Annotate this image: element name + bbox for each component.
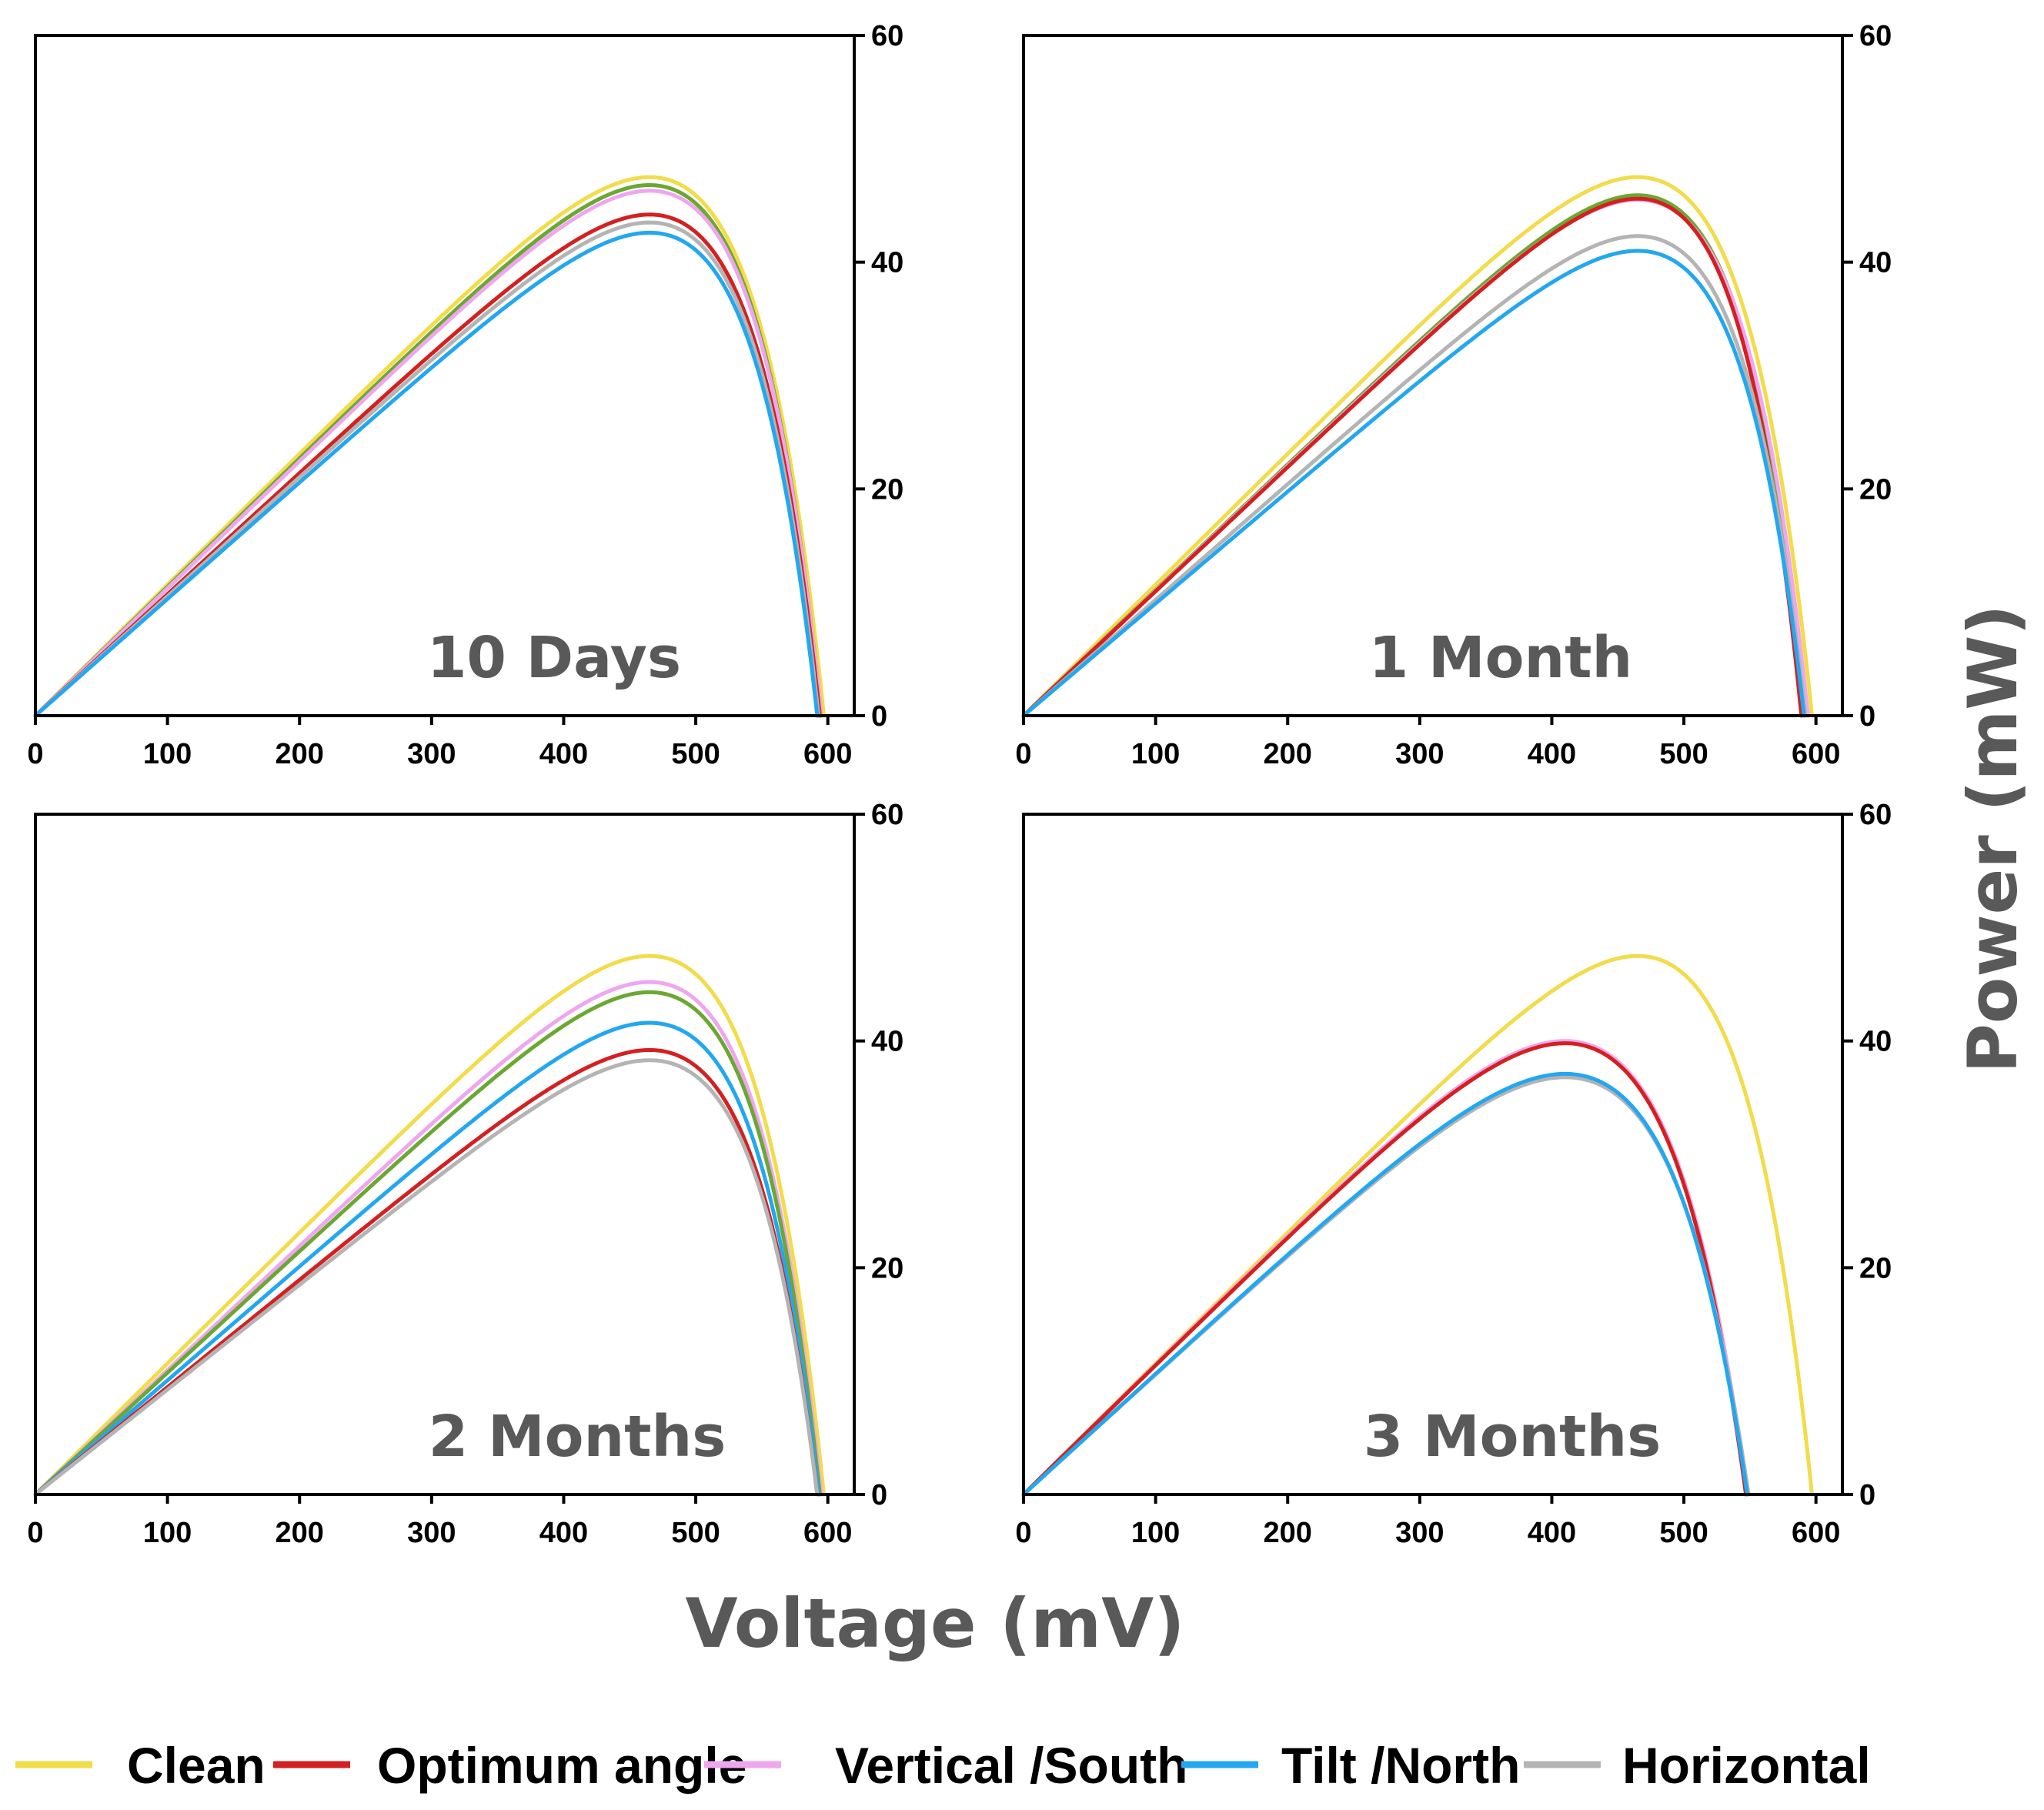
y-tick-label: 40 [1859,1026,1892,1058]
series-line-tilt-north [33,230,820,718]
legend-label: Vertical /South [835,1737,1187,1794]
y-tick-label: 60 [1859,20,1892,52]
legend-label: Clean [127,1737,266,1794]
x-tick-label: 500 [671,1517,720,1549]
panel-label: 2 Months [429,1404,726,1470]
x-tick-label: 500 [1659,738,1708,770]
x-tick-label: 200 [276,738,324,770]
series-line-unlabeled [33,990,822,1497]
x-tick-label: 400 [539,1517,588,1549]
y-tick-label: 60 [871,20,903,52]
y-tick-label: 20 [1859,473,1892,506]
y-axis-title: Power (mW) [1953,604,2032,1073]
x-tick-label: 0 [1015,1517,1031,1549]
x-tick-label: 200 [276,1517,324,1549]
series-line-horizontal [33,220,821,718]
x-tick-label: 600 [1792,738,1840,770]
legend-label: Tilt /North [1281,1737,1520,1794]
x-tick-label: 0 [27,1517,43,1549]
y-tick-label: 20 [871,473,903,506]
x-tick-label: 300 [1395,738,1444,770]
series-line-tilt-north [1021,1071,1749,1497]
x-tick-label: 400 [1528,738,1576,770]
panel-label: 10 Days [427,625,681,691]
y-tick-label: 20 [1859,1252,1892,1284]
series-line-tilt-north [1021,249,1806,718]
x-tick-label: 300 [1395,1517,1444,1549]
plot-frame [1022,813,1844,1496]
x-tick-label: 0 [27,738,43,770]
y-tick-label: 0 [871,1479,887,1511]
panel-4: 0 100 200 300 400 500 600 0 20 40 60 3 Months [1015,799,1892,1549]
legend-label: Optimum angle [377,1737,746,1794]
x-tick-label: 400 [1528,1517,1576,1549]
series-line-tilt-north [33,1020,821,1497]
panel-1: 0 100 200 300 400 500 600 0 20 40 60 10 Days [27,20,903,770]
y-tick-label: 40 [1859,247,1892,279]
plot-frame [1022,34,1844,717]
y-tick-label: 60 [871,799,903,831]
y-tick-label: 40 [871,1026,903,1058]
x-tick-label: 500 [671,738,720,770]
panel-label: 1 Month [1369,625,1632,691]
series-line-vertical-south [33,980,823,1497]
x-tick-label: 600 [803,738,852,770]
x-tick-label: 300 [407,1517,456,1549]
series-line-optimum-angle [1021,196,1804,718]
x-tick-label: 200 [1264,1517,1312,1549]
x-tick-label: 100 [1131,738,1180,770]
x-tick-label: 500 [1659,1517,1708,1549]
legend-item-tilt-north: Tilt /North [1181,1737,1520,1794]
panel-3: 0 100 200 300 400 500 600 0 20 40 60 2 Months [27,799,903,1549]
x-tick-label: 300 [407,738,456,770]
y-tick-label: 0 [1859,700,1875,733]
panel-2: 0 100 200 300 400 500 600 0 20 40 60 1 Month [1015,20,1892,770]
x-tick-label: 0 [1015,738,1031,770]
series-line-optimum-angle [1021,1041,1748,1497]
y-tick-label: 20 [871,1252,903,1284]
x-tick-label: 600 [803,1517,852,1549]
series-line-clean [1021,175,1814,718]
series-line-horizontal [1021,234,1808,718]
x-tick-label: 200 [1264,738,1312,770]
legend-item-clean: Clean [15,1737,266,1794]
x-tick-label: 100 [1131,1517,1180,1549]
y-tick-label: 0 [1859,1479,1875,1511]
plot-frame [34,813,856,1496]
x-axis-title: Voltage (mV) [686,1584,1185,1663]
x-tick-label: 100 [143,738,192,770]
panel-label: 3 Months [1364,1404,1662,1470]
plot-frame [34,34,856,717]
legend-item-optimum-angle: Optimum angle [273,1737,746,1794]
y-tick-label: 60 [1859,799,1892,831]
series-line-horizontal [33,1058,820,1497]
series-line-clean [33,953,826,1497]
x-tick-label: 600 [1792,1517,1840,1549]
legend-item-vertical-south: Vertical /South [704,1737,1187,1794]
y-tick-label: 40 [871,247,903,279]
x-tick-label: 100 [143,1517,192,1549]
series-line-optimum-angle [33,1048,820,1497]
series-line-vertical-south [33,189,823,718]
x-tick-label: 400 [539,738,588,770]
y-tick-label: 0 [871,700,887,733]
legend: Clean Optimum angle Vertical /South Tilt /N… [15,1737,1871,1794]
legend-item-horizontal: Horizontal [1524,1737,1871,1794]
legend-label: Horizontal [1622,1737,1871,1794]
